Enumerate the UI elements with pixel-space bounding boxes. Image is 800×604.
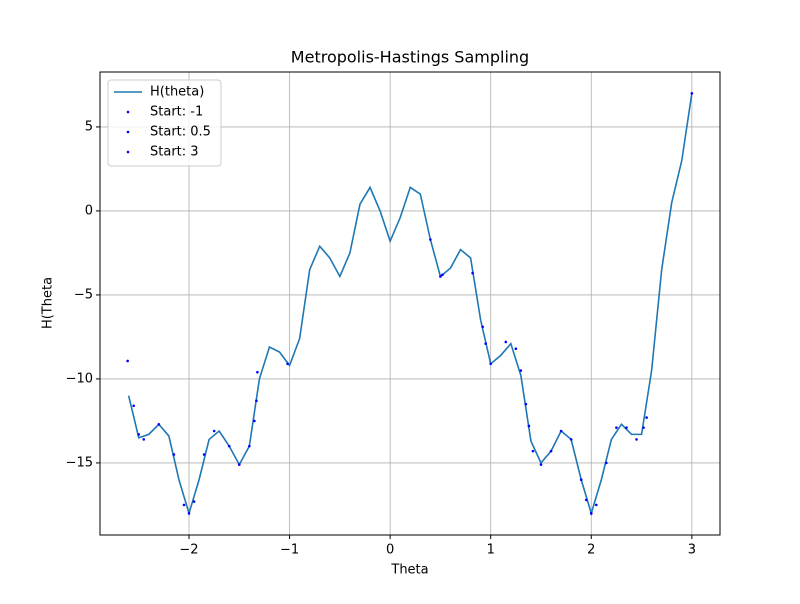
point	[531, 449, 535, 453]
point	[286, 362, 289, 366]
x-tick-label: 2	[587, 543, 595, 558]
point	[642, 426, 645, 429]
point	[690, 92, 694, 95]
point	[126, 359, 129, 363]
point	[579, 478, 583, 482]
plot-frame	[99, 71, 721, 536]
legend-marker	[126, 150, 130, 154]
point	[527, 424, 531, 428]
chart-title: Metropolis-Hastings Sampling	[291, 48, 529, 67]
point	[248, 444, 251, 448]
point	[441, 273, 444, 277]
point	[481, 325, 484, 329]
point	[137, 433, 141, 436]
point	[227, 444, 231, 448]
point	[645, 416, 648, 419]
legend-label: Start: -1	[150, 105, 203, 120]
x-tick-label: −1	[280, 543, 299, 558]
point	[625, 426, 628, 429]
legend-label: H(theta)	[150, 85, 204, 100]
point	[559, 429, 563, 433]
point	[584, 498, 588, 502]
point	[439, 275, 442, 278]
point	[504, 340, 508, 344]
legend-box	[107, 79, 222, 167]
line	[127, 93, 693, 517]
point	[202, 453, 206, 456]
x-tick-label: −2	[179, 543, 198, 558]
legend-label: Start: 0.5	[150, 125, 211, 140]
point	[429, 238, 432, 241]
y-tick-label: 5	[85, 119, 93, 134]
point	[549, 449, 553, 453]
point	[605, 461, 608, 465]
point	[182, 503, 186, 507]
point	[484, 342, 487, 345]
point	[192, 500, 196, 503]
point	[569, 438, 573, 441]
point	[237, 463, 241, 466]
y-tick-label: −5	[74, 287, 93, 302]
y-tick-label: −15	[66, 455, 93, 470]
point	[187, 512, 191, 515]
point	[172, 453, 176, 456]
point	[524, 402, 528, 406]
point	[256, 370, 259, 374]
x-tick-label: 0	[386, 543, 394, 558]
x-tick-label: 1	[487, 543, 495, 558]
legend-marker	[126, 130, 130, 134]
point	[142, 438, 146, 441]
point	[519, 369, 523, 372]
y-axis-label: H(Theta	[41, 277, 56, 329]
point	[212, 429, 216, 433]
point	[255, 399, 258, 403]
point	[253, 419, 256, 423]
point	[471, 271, 474, 275]
point	[157, 422, 161, 426]
point	[635, 438, 638, 441]
x-tick-label: 3	[688, 543, 696, 558]
y-tick-label: −10	[66, 371, 93, 386]
point	[489, 362, 493, 366]
point	[132, 404, 135, 408]
legend-label: Start: 3	[150, 145, 199, 160]
point	[514, 347, 518, 350]
x-axis-label: Theta	[390, 563, 428, 578]
point	[595, 503, 598, 507]
point	[539, 463, 543, 466]
point	[615, 426, 618, 429]
point	[589, 512, 593, 515]
legend-marker	[126, 110, 130, 114]
y-tick-label: 0	[85, 203, 93, 218]
